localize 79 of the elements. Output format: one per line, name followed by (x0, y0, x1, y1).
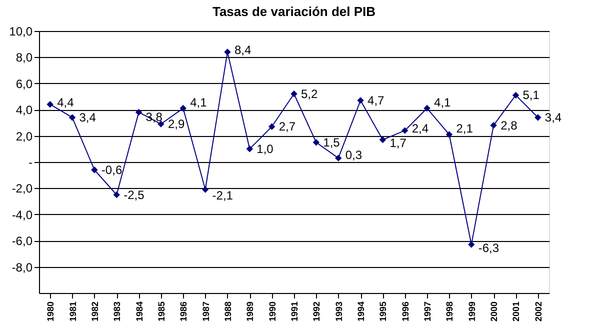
point (534, 114, 542, 121)
x-tick-label: 1986 (178, 302, 189, 322)
x-tick-label: 1982 (90, 302, 100, 322)
point (424, 104, 430, 112)
x-tick-label: 2002 (533, 302, 544, 322)
text: 2,8 (500, 118, 518, 132)
text: 3,4 (79, 110, 96, 124)
text: 4,7 (368, 93, 384, 108)
text: 4,4 (57, 95, 74, 110)
point (68, 114, 76, 121)
x-tick-label: 1980 (46, 302, 56, 322)
text: 3,4 (544, 110, 562, 124)
point (268, 123, 276, 130)
text: 2,1 (456, 122, 473, 136)
x-tick-label: 1999 (466, 302, 477, 322)
text: -2,1 (212, 188, 233, 202)
x-tick-label: 1995 (378, 302, 388, 322)
y-tick-label: -4,0 (12, 208, 33, 222)
text: -6,3 (478, 240, 500, 255)
point (224, 48, 231, 56)
x-tick-label: 1994 (356, 302, 366, 322)
text: 5,1 (522, 88, 540, 102)
y-tick-label: - (28, 156, 32, 170)
x-tick-label: 1998 (444, 302, 455, 322)
point (468, 241, 475, 248)
x-tick-label: 1990 (267, 302, 278, 322)
x-tick-label: 1997 (422, 302, 433, 322)
text: 5,2 (301, 86, 318, 101)
point (290, 90, 298, 98)
x-tick-label: 1992 (312, 302, 322, 322)
text: -0,6 (101, 162, 122, 177)
text: 2,4 (412, 122, 429, 136)
point (246, 146, 254, 152)
text: 0,3 (345, 148, 362, 162)
point (46, 101, 54, 108)
point (379, 136, 386, 144)
x-tick-label: 1988 (222, 302, 233, 322)
x-tick-label: 1991 (290, 302, 300, 322)
x-tick-label: 1996 (400, 302, 410, 322)
text: 1,5 (323, 135, 340, 150)
x-tick-label: 1984 (134, 302, 144, 322)
x-tick-label: 1993 (334, 302, 344, 322)
x-tick-label: 1983 (112, 302, 122, 322)
y-tick-label: 4,0 (16, 103, 33, 118)
point (446, 131, 453, 138)
text: 1,7 (390, 136, 406, 150)
point (180, 104, 186, 112)
y-tick-label: 10,0 (9, 24, 33, 38)
x-tick-label: 1985 (156, 302, 166, 322)
text: 3,8 (146, 110, 162, 124)
point (490, 122, 497, 129)
text: 2,9 (168, 117, 185, 132)
text: 1,0 (256, 142, 274, 156)
x-tick-label: 1981 (68, 302, 78, 322)
point (512, 92, 520, 99)
text: 2,7 (278, 120, 296, 134)
text: -2,5 (124, 188, 144, 202)
point (357, 97, 364, 104)
y-tick-label: 6,0 (16, 76, 33, 91)
text: 4,1 (434, 95, 451, 110)
y-tick-label: -8,0 (12, 260, 33, 274)
point (91, 166, 98, 174)
y-tick-label: -2,0 (12, 182, 33, 196)
y-tick-label: -6,0 (12, 234, 33, 248)
y-tick-label: 8,0 (16, 50, 33, 65)
text: 4,1 (190, 95, 207, 110)
text: 8,4 (234, 42, 252, 57)
y-tick-label: 2,0 (16, 129, 33, 144)
point (113, 191, 120, 198)
chart-title: Tasas de variación del PIB (212, 4, 376, 19)
x-tick-label: 1987 (200, 302, 211, 322)
x-tick-label: 1989 (245, 302, 256, 322)
x-tick-label: 2000 (489, 302, 500, 322)
point (202, 186, 209, 193)
point (402, 127, 408, 134)
point (135, 108, 142, 116)
x-tick-label: 2001 (511, 302, 522, 322)
point (334, 154, 342, 162)
point (312, 138, 320, 146)
